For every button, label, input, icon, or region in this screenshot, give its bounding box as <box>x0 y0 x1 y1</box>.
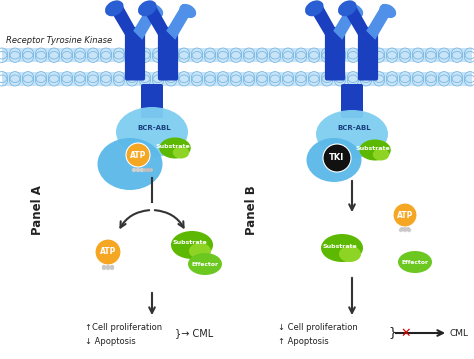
Polygon shape <box>133 4 160 40</box>
Circle shape <box>407 228 411 232</box>
FancyBboxPatch shape <box>158 27 178 80</box>
Ellipse shape <box>339 246 361 262</box>
Circle shape <box>146 168 150 172</box>
Ellipse shape <box>105 0 124 16</box>
Text: Substrate: Substrate <box>356 145 391 150</box>
Ellipse shape <box>179 4 196 18</box>
Bar <box>2 71 472 86</box>
Circle shape <box>110 265 114 269</box>
Circle shape <box>132 168 136 172</box>
Ellipse shape <box>316 110 388 158</box>
Text: Substrate: Substrate <box>173 241 207 246</box>
Polygon shape <box>366 4 393 40</box>
Circle shape <box>403 227 407 231</box>
Text: }: } <box>388 326 396 340</box>
Text: }→ CML: }→ CML <box>175 328 213 338</box>
Ellipse shape <box>98 138 163 190</box>
Text: Panel A: Panel A <box>31 185 45 235</box>
Polygon shape <box>308 2 337 40</box>
Ellipse shape <box>398 251 432 273</box>
Text: ATP: ATP <box>397 210 413 219</box>
Ellipse shape <box>188 253 222 275</box>
Circle shape <box>143 168 147 172</box>
Polygon shape <box>108 2 137 40</box>
Text: ↑Cell proliferation: ↑Cell proliferation <box>85 323 162 332</box>
Ellipse shape <box>305 0 324 16</box>
Text: ↓ Apoptosis: ↓ Apoptosis <box>85 336 136 345</box>
Ellipse shape <box>116 107 188 157</box>
Circle shape <box>136 168 140 172</box>
Text: ↑ Apoptosis: ↑ Apoptosis <box>278 336 329 345</box>
Circle shape <box>400 227 404 231</box>
Text: Panel B: Panel B <box>246 185 258 235</box>
Text: TKI: TKI <box>329 154 345 163</box>
Polygon shape <box>333 4 360 40</box>
Polygon shape <box>141 2 170 40</box>
Circle shape <box>149 168 153 172</box>
Text: CML: CML <box>450 328 469 337</box>
Ellipse shape <box>171 231 213 259</box>
FancyBboxPatch shape <box>358 27 378 80</box>
Text: Effector: Effector <box>401 260 428 265</box>
Circle shape <box>140 168 144 172</box>
Text: Effector: Effector <box>191 261 219 266</box>
Circle shape <box>393 203 417 227</box>
Polygon shape <box>166 4 193 40</box>
Circle shape <box>126 143 150 167</box>
Circle shape <box>399 228 403 232</box>
Text: ATP: ATP <box>130 150 146 159</box>
Ellipse shape <box>173 146 189 159</box>
Circle shape <box>95 239 121 265</box>
FancyBboxPatch shape <box>125 27 145 80</box>
Circle shape <box>106 265 110 269</box>
Ellipse shape <box>321 234 363 262</box>
FancyBboxPatch shape <box>341 84 363 118</box>
Ellipse shape <box>359 140 391 160</box>
Text: BCR-ABL: BCR-ABL <box>137 125 171 131</box>
Text: Substrate: Substrate <box>155 144 191 149</box>
Text: Receptor Tyrosine Kinase: Receptor Tyrosine Kinase <box>6 36 112 45</box>
Ellipse shape <box>338 0 356 16</box>
FancyBboxPatch shape <box>141 84 163 118</box>
Text: ↓ Cell proliferation: ↓ Cell proliferation <box>278 323 358 332</box>
Bar <box>2 48 472 62</box>
Text: BCR-ABL: BCR-ABL <box>337 125 371 131</box>
Ellipse shape <box>146 4 163 18</box>
Circle shape <box>102 265 106 269</box>
Ellipse shape <box>159 137 191 159</box>
Circle shape <box>102 266 106 270</box>
Ellipse shape <box>346 4 363 18</box>
Text: Substrate: Substrate <box>323 243 357 248</box>
Text: ATP: ATP <box>100 247 116 256</box>
FancyBboxPatch shape <box>325 27 345 80</box>
Circle shape <box>403 228 407 232</box>
Ellipse shape <box>379 4 396 18</box>
Circle shape <box>406 227 410 231</box>
Ellipse shape <box>307 138 362 182</box>
Circle shape <box>106 266 110 270</box>
Ellipse shape <box>138 0 156 16</box>
Text: ✕: ✕ <box>401 326 411 340</box>
Polygon shape <box>341 2 370 40</box>
Circle shape <box>323 144 351 172</box>
Ellipse shape <box>189 243 211 259</box>
Ellipse shape <box>373 149 389 160</box>
Circle shape <box>110 266 114 270</box>
